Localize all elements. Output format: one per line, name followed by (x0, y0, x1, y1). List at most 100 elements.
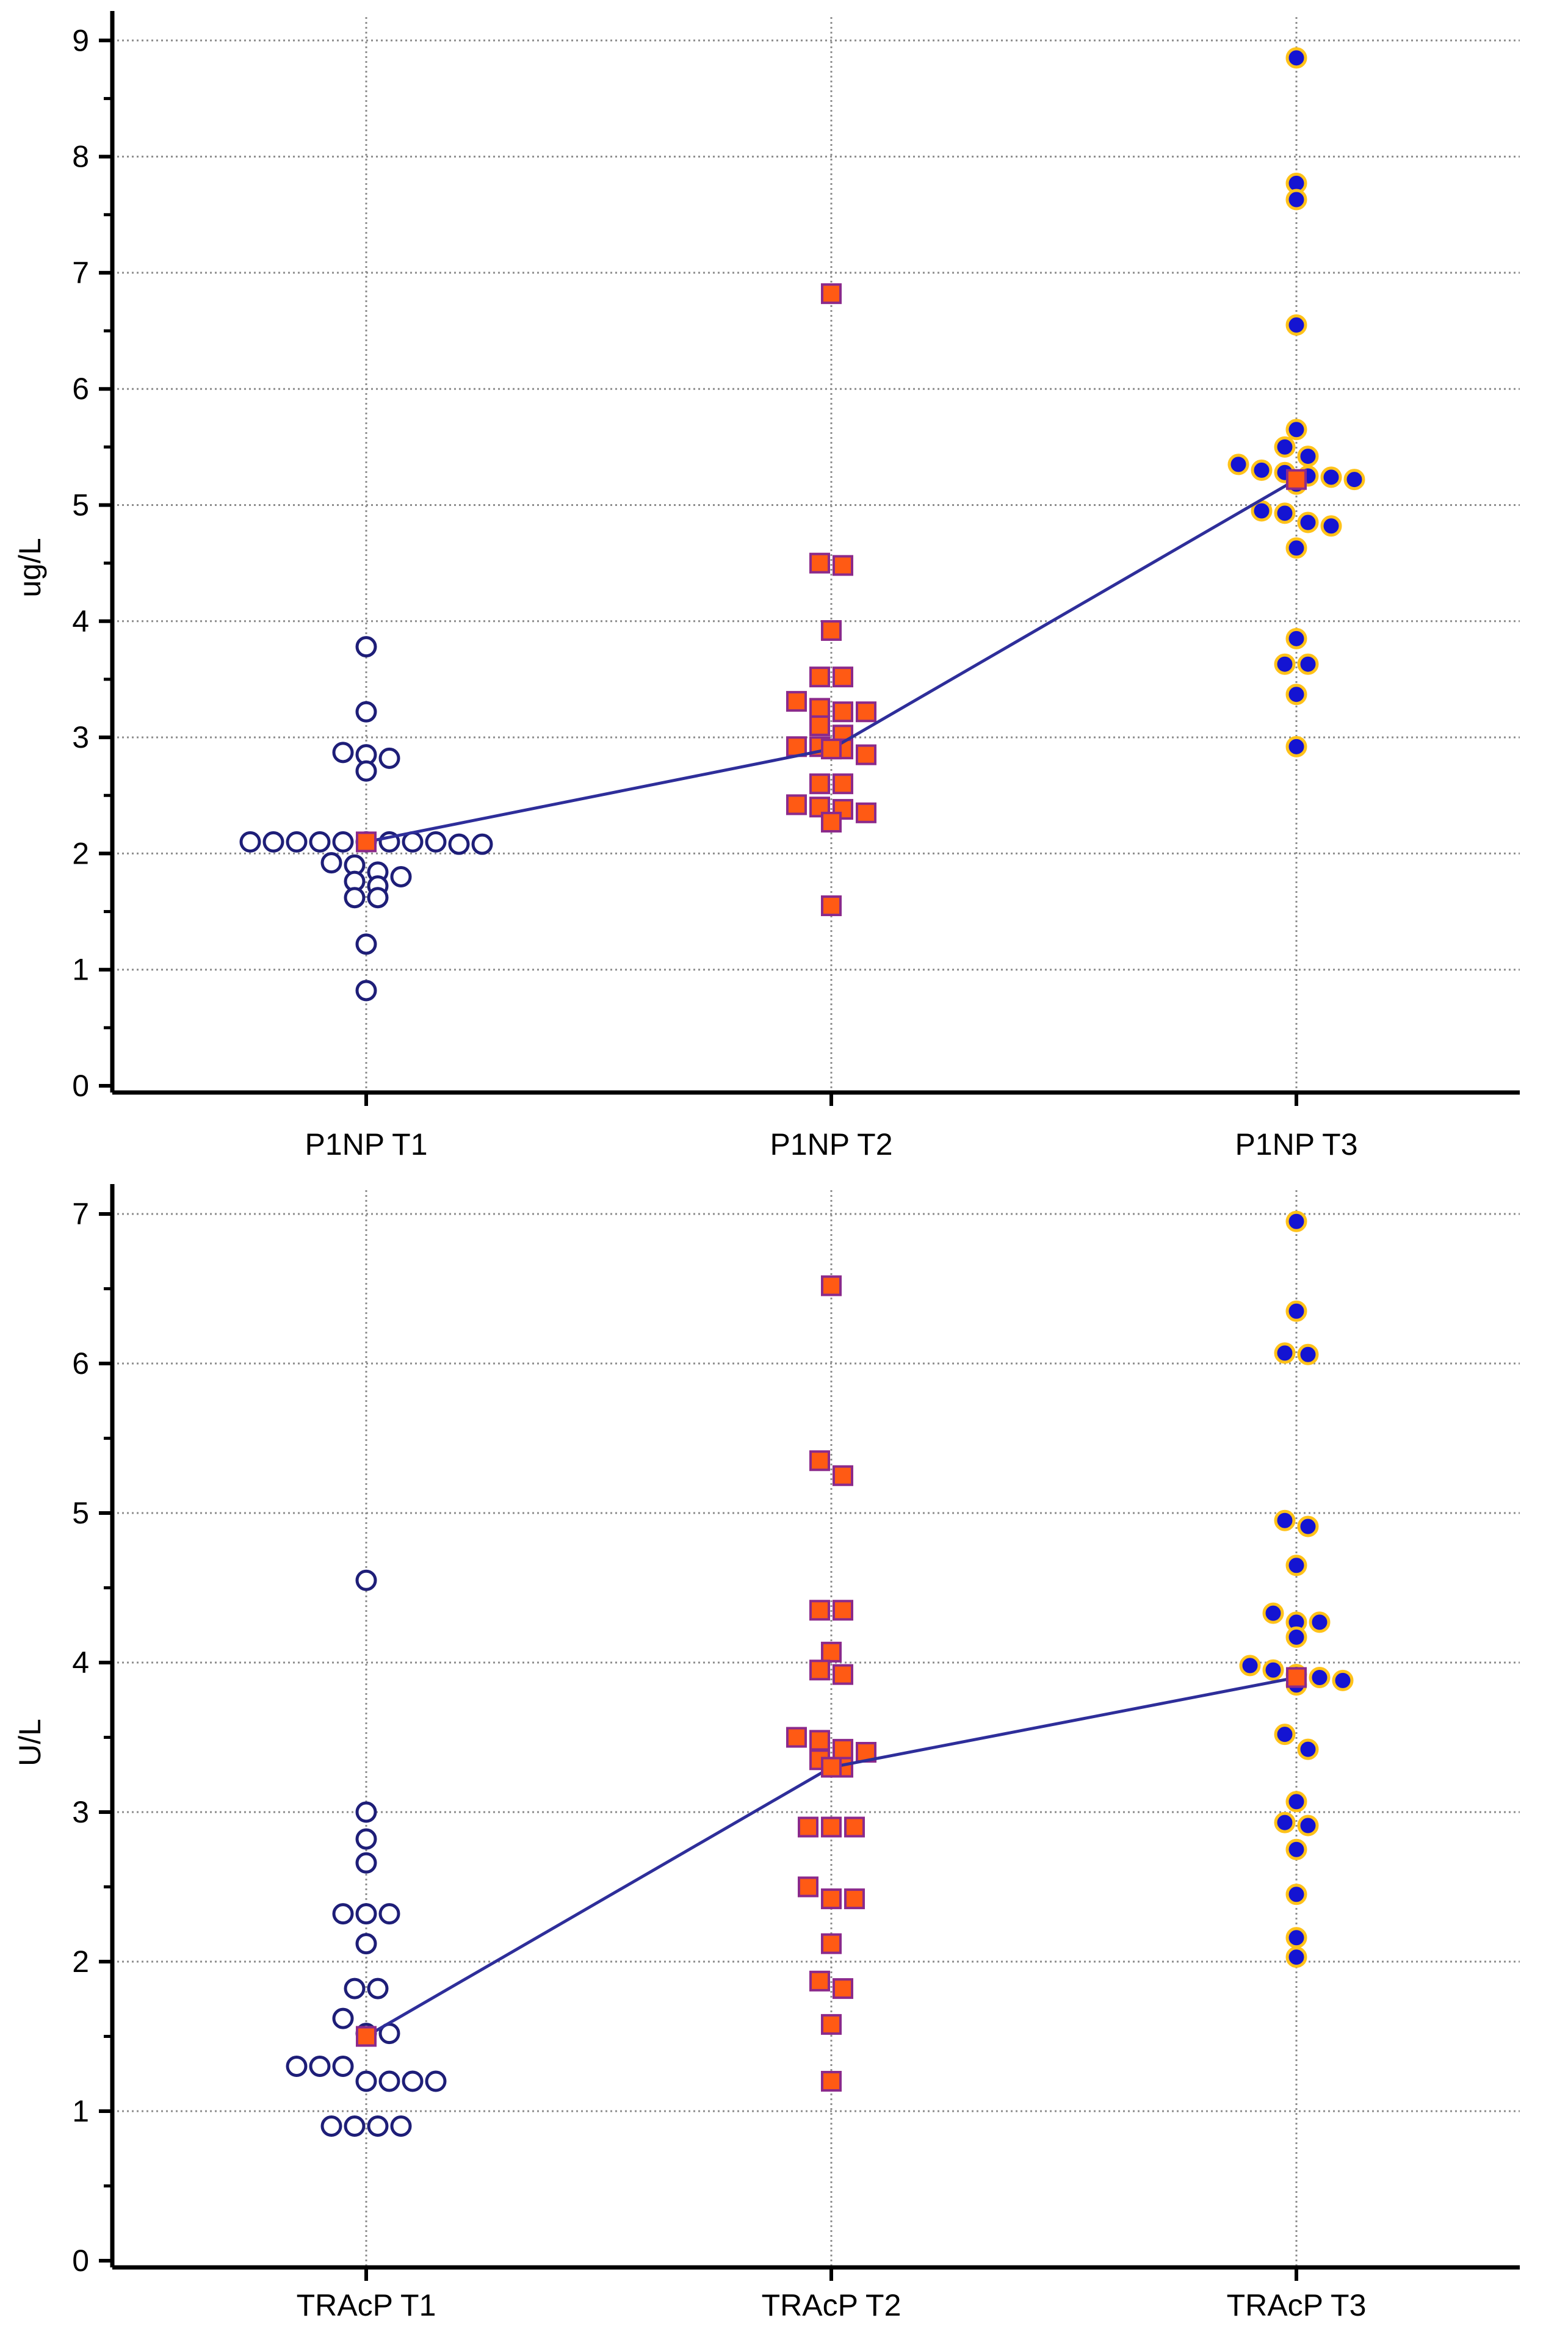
p1np-y-tick-label: 2 (72, 836, 89, 870)
p1np-point-open-circle (355, 636, 377, 658)
p1np-point-open-circle (332, 742, 354, 764)
tracp-point-square (809, 1450, 830, 1472)
tracp-point-filled-circle (1285, 1300, 1307, 1322)
tracp-point-open-circle (355, 1903, 377, 1925)
p1np-point-open-circle (471, 833, 493, 855)
p1np-points (239, 47, 1365, 1002)
p1np-point-filled-circle (1297, 446, 1319, 468)
tracp-point-open-circle (367, 1977, 389, 1999)
tracp-point-open-circle (355, 1801, 377, 1823)
p1np-point-filled-circle (1343, 469, 1365, 491)
tracp-y-tick-label: 2 (72, 1945, 89, 1979)
tracp-point-open-circle (332, 2007, 354, 2029)
tracp-point-square (833, 1739, 853, 1760)
tracp-point-open-circle (286, 2056, 308, 2077)
p1np-point-square (786, 794, 807, 815)
tracp-point-square (821, 1816, 842, 1838)
tracp-points (286, 1210, 1354, 2137)
p1np-point-filled-circle (1251, 500, 1273, 522)
tracp-point-filled-circle (1297, 1515, 1319, 1537)
p1np-point-open-circle (425, 831, 447, 853)
tracp-y-tick-label: 1 (72, 2094, 89, 2128)
p1np-point-square (809, 666, 830, 688)
p1np-category-label: P1NP T2 (770, 1127, 892, 1161)
tracp-point-open-circle (344, 1977, 366, 1999)
p1np-point-open-circle (286, 831, 308, 853)
p1np-x-categories: P1NP T1 P1NP T2 P1NP T3 (305, 1127, 1357, 1161)
tracp-point-filled-circle (1297, 1738, 1319, 1760)
p1np-point-open-circle (262, 831, 284, 853)
p1np-point-filled-circle (1274, 653, 1296, 675)
tracp-point-square (809, 1730, 830, 1751)
tracp-point-filled-circle (1274, 1724, 1296, 1746)
p1np-mean-line (366, 478, 1298, 843)
tracp-point-filled-circle (1285, 1946, 1307, 1968)
tracp-point-filled-circle (1285, 1791, 1307, 1813)
tracp-point-square (821, 1888, 842, 1910)
p1np-point-open-circle (448, 833, 470, 855)
tracp-point-filled-circle (1285, 1210, 1307, 1232)
tracp-mean-markers (356, 1667, 1307, 2047)
tracp-mean-marker (821, 1757, 842, 1778)
tracp-point-filled-circle (1285, 1626, 1307, 1648)
tracp-point-square (809, 1600, 830, 1621)
p1np-point-square (833, 773, 853, 795)
p1np-point-square (821, 620, 842, 641)
p1np-point-filled-circle (1251, 459, 1273, 481)
p1np-y-tick-label: 5 (72, 488, 89, 522)
p1np-point-square (809, 773, 830, 795)
p1np-category-label: P1NP T1 (305, 1127, 427, 1161)
p1np-point-filled-circle (1285, 314, 1307, 336)
tracp-category-label: TRAcP T3 (1227, 2288, 1367, 2322)
p1np-point-open-circle (378, 747, 400, 769)
p1np-point-filled-circle (1285, 627, 1307, 649)
tracp-point-filled-circle (1262, 1659, 1284, 1681)
p1np-point-filled-circle (1297, 511, 1319, 533)
tracp-point-square (798, 1876, 818, 1898)
tracp-y-tick-label: 6 (72, 1346, 89, 1381)
tracp-point-square (798, 1816, 818, 1838)
tracp-point-filled-circle (1297, 1343, 1319, 1365)
p1np-mean-marker (1286, 469, 1307, 490)
p1np-y-tick-label: 6 (72, 372, 89, 406)
tracp-point-filled-circle (1309, 1667, 1331, 1688)
tracp-point-square (809, 1970, 830, 1992)
p1np-point-filled-circle (1285, 537, 1307, 559)
tracp-point-square (821, 2014, 842, 2035)
tracp-point-open-circle (378, 1903, 400, 1925)
tracp-point-square (833, 1978, 853, 1999)
p1np-point-square (856, 701, 876, 723)
tracp-point-square (833, 1465, 853, 1486)
p1np-point-open-circle (355, 980, 377, 1002)
tracp-point-filled-circle (1332, 1669, 1354, 1691)
tracp-point-square (821, 1933, 842, 1954)
p1np-point-square (786, 691, 807, 712)
tracp-point-square (833, 1664, 853, 1685)
tracp-point-filled-circle (1285, 1555, 1307, 1577)
p1np-point-square (809, 698, 830, 719)
tracp-point-filled-circle (1274, 1509, 1296, 1531)
tracp-y-tick-label: 3 (72, 1795, 89, 1829)
tracp-point-open-circle (355, 1852, 377, 1874)
p1np-point-square (809, 552, 830, 574)
tracp-point-square (809, 1660, 830, 1681)
tracp-point-open-circle (332, 1903, 354, 1925)
p1np-point-square (821, 812, 842, 833)
p1np-point-filled-circle (1227, 453, 1249, 475)
p1np-point-filled-circle (1297, 653, 1319, 675)
tracp-point-square (844, 1816, 865, 1838)
tracp-point-filled-circle (1285, 1884, 1307, 1905)
tracp-point-open-circle (402, 2070, 424, 2092)
p1np-point-square (833, 555, 853, 576)
tracp-point-open-circle (320, 2115, 342, 2137)
p1np-panel: 0 1 2 3 4 5 6 7 8 9 ug/L P1NP T1 P1NP T2 P1NP T3 (13, 11, 1520, 1161)
p1np-point-square (856, 802, 876, 823)
tracp-category-label: TRAcP T1 (297, 2288, 436, 2322)
tracp-y-axis-title: U/L (13, 1719, 47, 1766)
p1np-point-filled-circle (1285, 684, 1307, 706)
tracp-point-filled-circle (1262, 1602, 1284, 1624)
p1np-y-axis-title: ug/L (13, 538, 47, 597)
p1np-point-square (821, 283, 842, 305)
p1np-point-open-circle (390, 865, 412, 887)
tracp-point-square (821, 1275, 842, 1296)
